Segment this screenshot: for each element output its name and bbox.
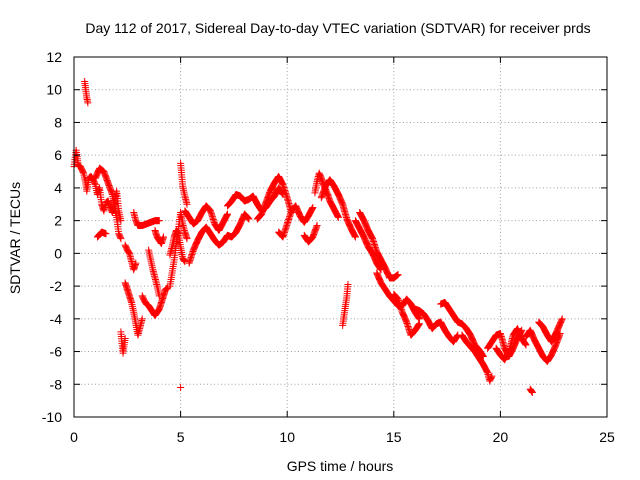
data-point <box>138 315 146 323</box>
data-point <box>177 384 185 392</box>
data-point <box>132 259 140 267</box>
data-point <box>160 233 168 241</box>
data-point <box>377 266 385 274</box>
x-tick-label: 10 <box>279 429 295 445</box>
data-point <box>527 387 535 395</box>
x-tick-label: 15 <box>386 429 402 445</box>
data-point <box>487 373 495 381</box>
y-tick-label: 6 <box>54 147 62 163</box>
data-point <box>245 215 253 223</box>
chart-title: Day 112 of 2017, Sidereal Day-to-day VTE… <box>85 20 590 36</box>
data-point <box>414 321 422 329</box>
data-point <box>102 230 110 238</box>
axis-ticks <box>73 56 608 418</box>
data-point <box>154 307 162 315</box>
data-point <box>521 340 529 348</box>
data-point <box>415 320 423 328</box>
data-point <box>313 222 321 230</box>
y-tick-label: 4 <box>54 180 62 196</box>
data-point <box>124 248 132 256</box>
data-point <box>183 200 191 208</box>
data-point <box>79 168 87 176</box>
data-point <box>414 313 422 321</box>
data-point <box>117 235 125 243</box>
y-tick-label: 12 <box>46 49 62 65</box>
x-tick-labels: 0 5 10 15 20 25 <box>70 429 615 445</box>
x-tick-label: 25 <box>599 429 615 445</box>
plot-frame <box>73 56 608 418</box>
data-point <box>415 314 423 322</box>
data-point <box>394 271 402 279</box>
data-point <box>415 321 423 329</box>
x-tick-label: 5 <box>177 429 185 445</box>
data-point <box>522 341 530 349</box>
y-tick-label: 2 <box>54 213 62 229</box>
data-point <box>453 333 461 341</box>
data-point <box>155 217 163 225</box>
y-tick-label: -8 <box>50 376 63 392</box>
data-point <box>558 315 566 323</box>
y-tick-label: -10 <box>42 409 62 425</box>
data-point <box>488 372 496 380</box>
x-axis-label: GPS time / hours <box>287 458 394 474</box>
y-tick-label: 0 <box>54 245 62 261</box>
data-point <box>309 204 317 212</box>
data-point <box>173 228 181 236</box>
data-points <box>70 78 566 396</box>
data-point <box>117 217 125 225</box>
y-tick-labels: -10 -8 -6 -4 -2 0 2 4 6 8 10 12 <box>42 49 62 425</box>
data-point <box>183 235 191 243</box>
y-tick-label: -4 <box>50 311 63 327</box>
data-point <box>244 214 252 222</box>
data-point <box>351 233 359 241</box>
data-point <box>521 339 529 347</box>
y-axis-label: SDTVAR / TECUs <box>7 182 23 294</box>
data-point <box>528 388 536 396</box>
data-point <box>180 256 188 264</box>
data-point <box>91 179 99 187</box>
x-tick-label: 0 <box>70 429 78 445</box>
data-point <box>344 280 352 288</box>
data-point <box>244 214 252 222</box>
x-tick-label: 20 <box>493 429 509 445</box>
y-tick-label: -2 <box>50 278 63 294</box>
data-point <box>334 213 342 221</box>
data-point <box>528 388 536 396</box>
y-tick-label: -6 <box>50 344 63 360</box>
data-point <box>174 229 182 237</box>
data-point <box>155 292 163 300</box>
data-point <box>116 233 124 241</box>
y-tick-label: 8 <box>54 114 62 130</box>
data-point <box>121 334 129 342</box>
y-tick-label: 10 <box>46 82 62 98</box>
data-point <box>224 210 232 218</box>
data-point <box>84 99 92 107</box>
data-point <box>558 316 566 324</box>
